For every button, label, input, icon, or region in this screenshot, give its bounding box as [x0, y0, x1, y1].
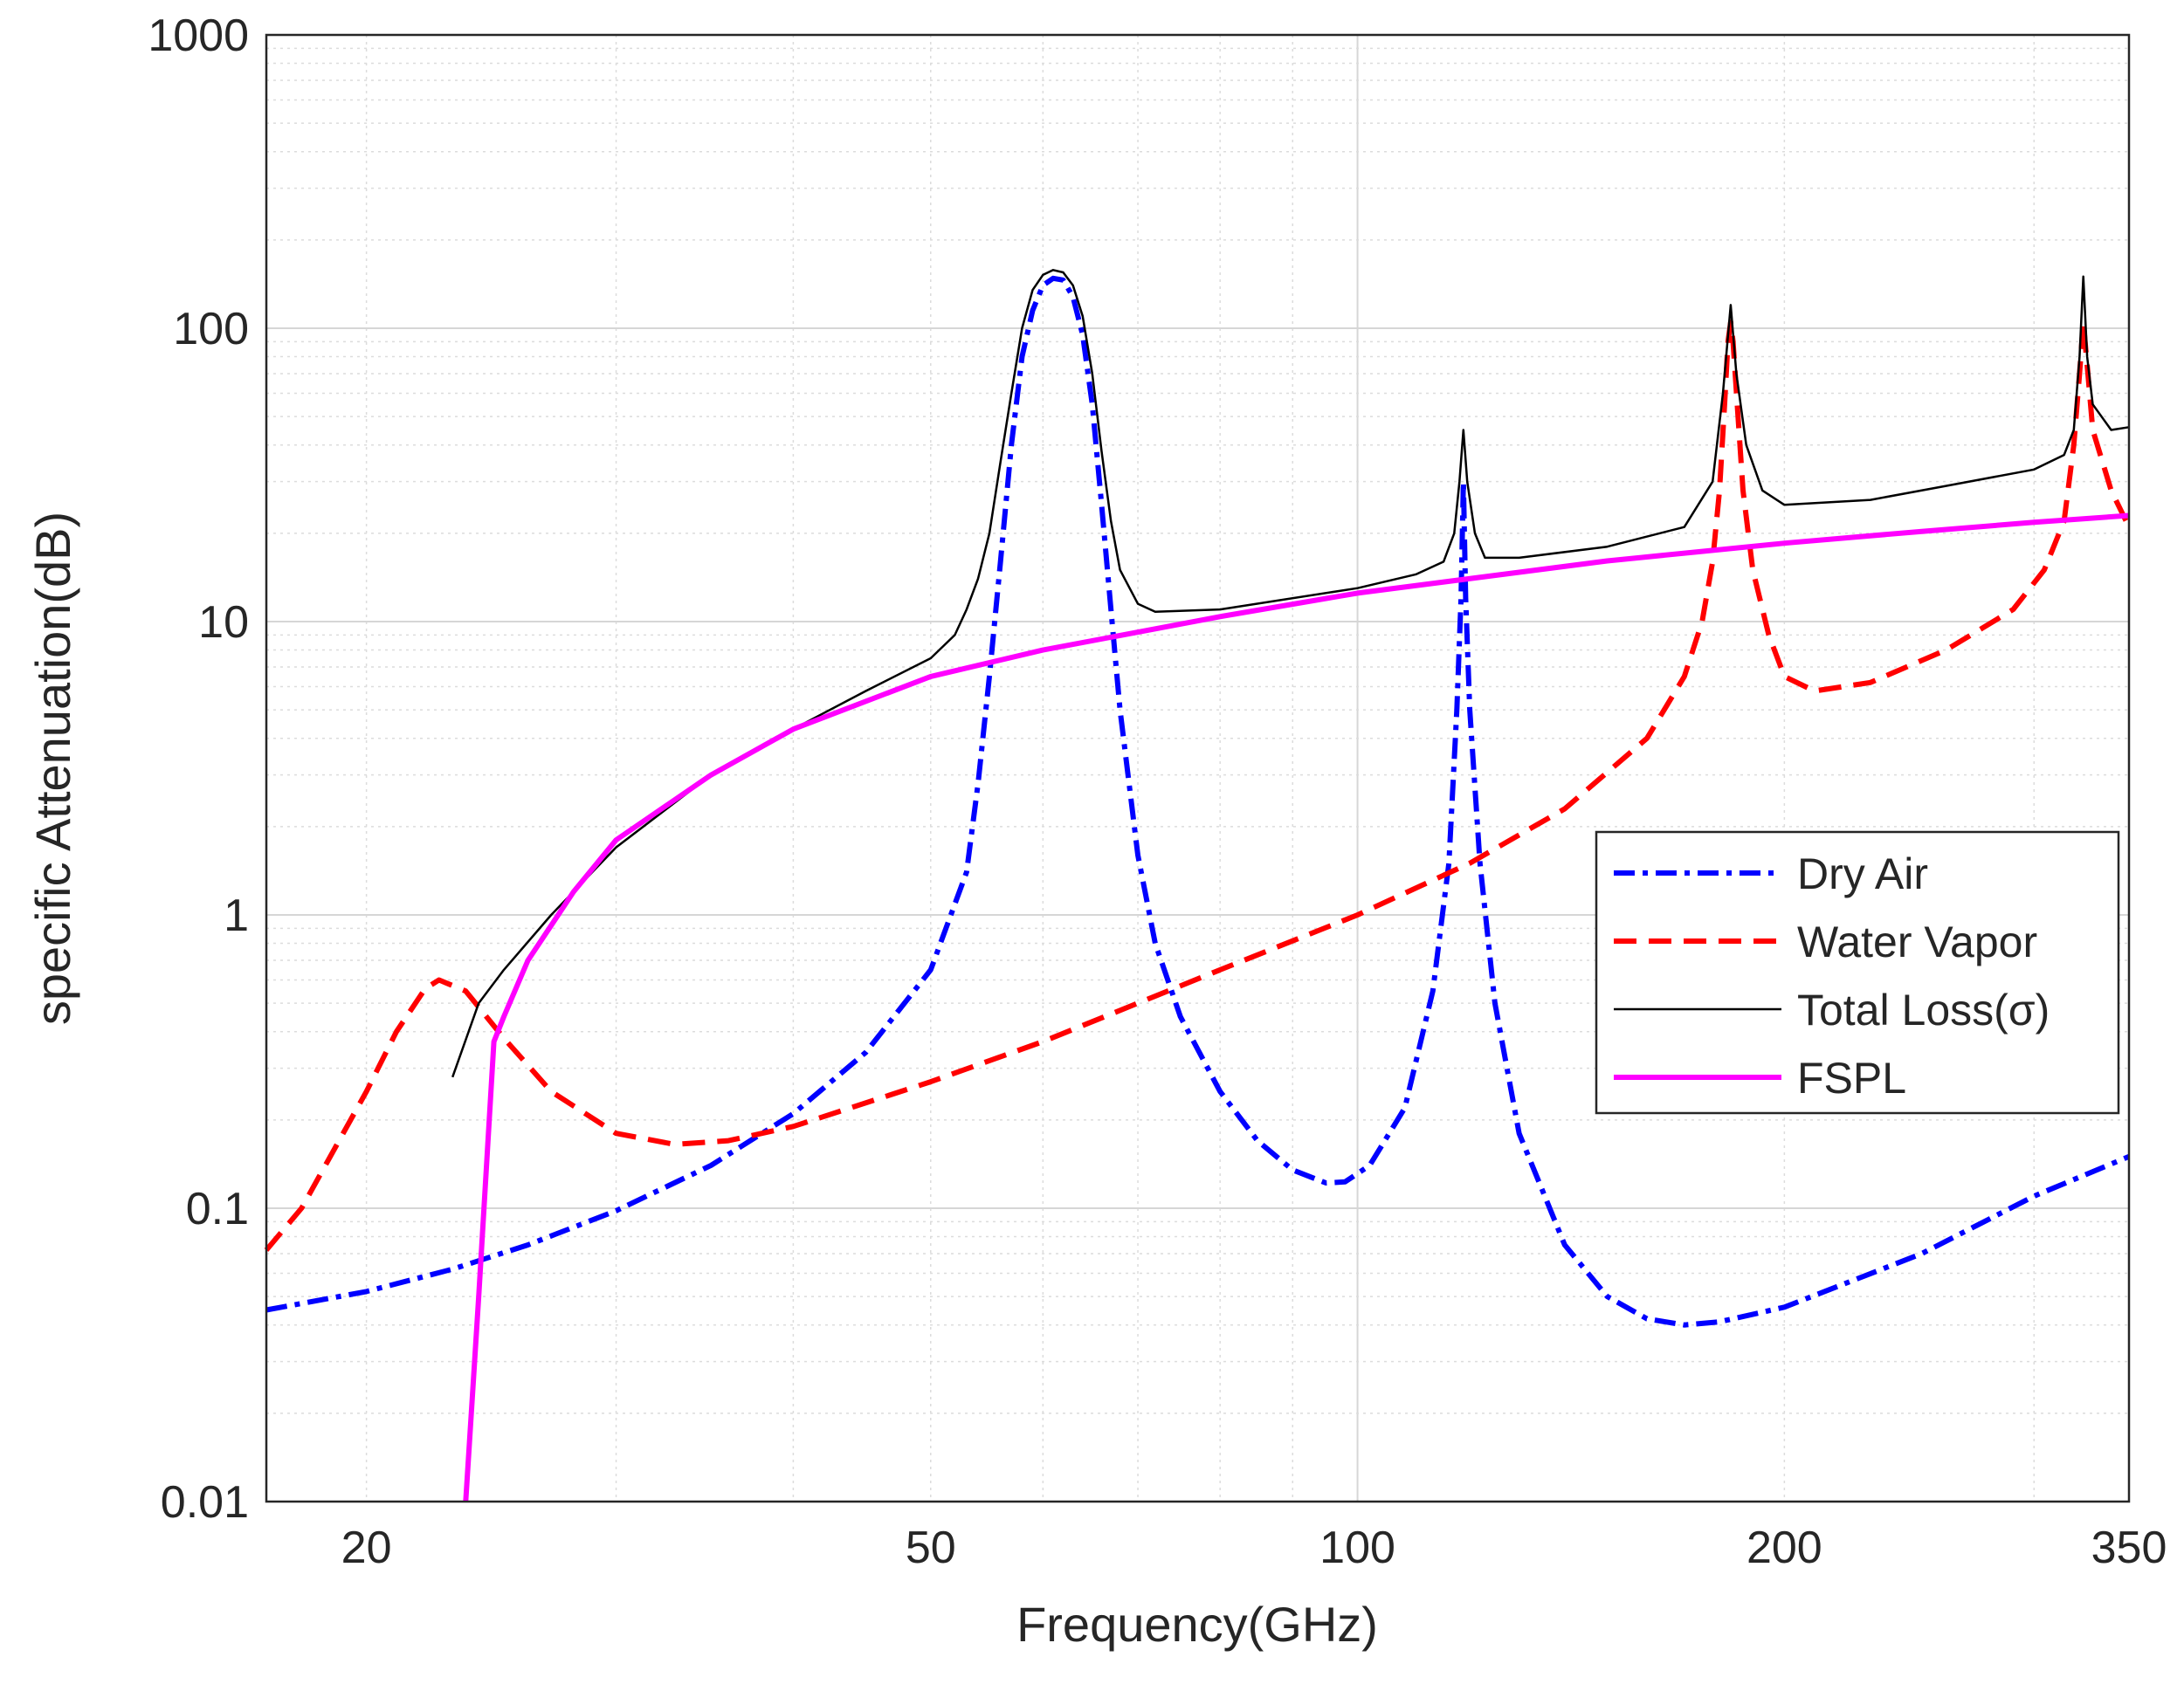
- series-line-total-loss: [451, 269, 2130, 1078]
- y-tick-label-100: 100: [173, 304, 249, 354]
- legend-label-water-vapor: Water Vapor: [1797, 918, 2037, 966]
- y-tick-label-1: 1: [224, 890, 249, 941]
- y-axis-label: specific Attenuation(dB): [25, 512, 80, 1025]
- series-line-fspl: [463, 512, 2130, 1502]
- y-tick-labels: 0.01 0.1 1 10 100 1000: [148, 10, 249, 1528]
- legend-box: [1595, 830, 2120, 1115]
- plot-area: [264, 33, 2132, 1503]
- legend: Dry Air Water Vapor Total Loss(σ) FSPL: [1595, 830, 2120, 1115]
- x-tick-label-50: 50: [906, 1523, 956, 1573]
- x-tick-labels: 20 50 100 200 350: [341, 1523, 2167, 1573]
- legend-label-total-loss: Total Loss(σ): [1797, 986, 2050, 1035]
- x-tick-label-20: 20: [341, 1523, 392, 1573]
- series-line-dry-air: [265, 275, 2131, 1328]
- x-tick-label-350: 350: [2091, 1523, 2167, 1573]
- x-tick-label-100: 100: [1319, 1523, 1395, 1573]
- y-tick-label-0.01: 0.01: [161, 1477, 249, 1528]
- y-tick-label-1000: 1000: [148, 10, 249, 61]
- x-axis-label: Frequency(GHz): [1016, 1597, 1378, 1652]
- y-tick-label-10: 10: [198, 597, 249, 648]
- legend-label-fspl: FSPL: [1797, 1054, 1906, 1103]
- x-tick-label-200: 200: [1747, 1523, 1822, 1573]
- legend-label-dry-air: Dry Air: [1797, 849, 1928, 898]
- y-tick-label-0.1: 0.1: [186, 1184, 249, 1234]
- plot-frame: [265, 33, 2131, 1503]
- plot-background: [266, 35, 2129, 1502]
- series-group: [264, 269, 2132, 1502]
